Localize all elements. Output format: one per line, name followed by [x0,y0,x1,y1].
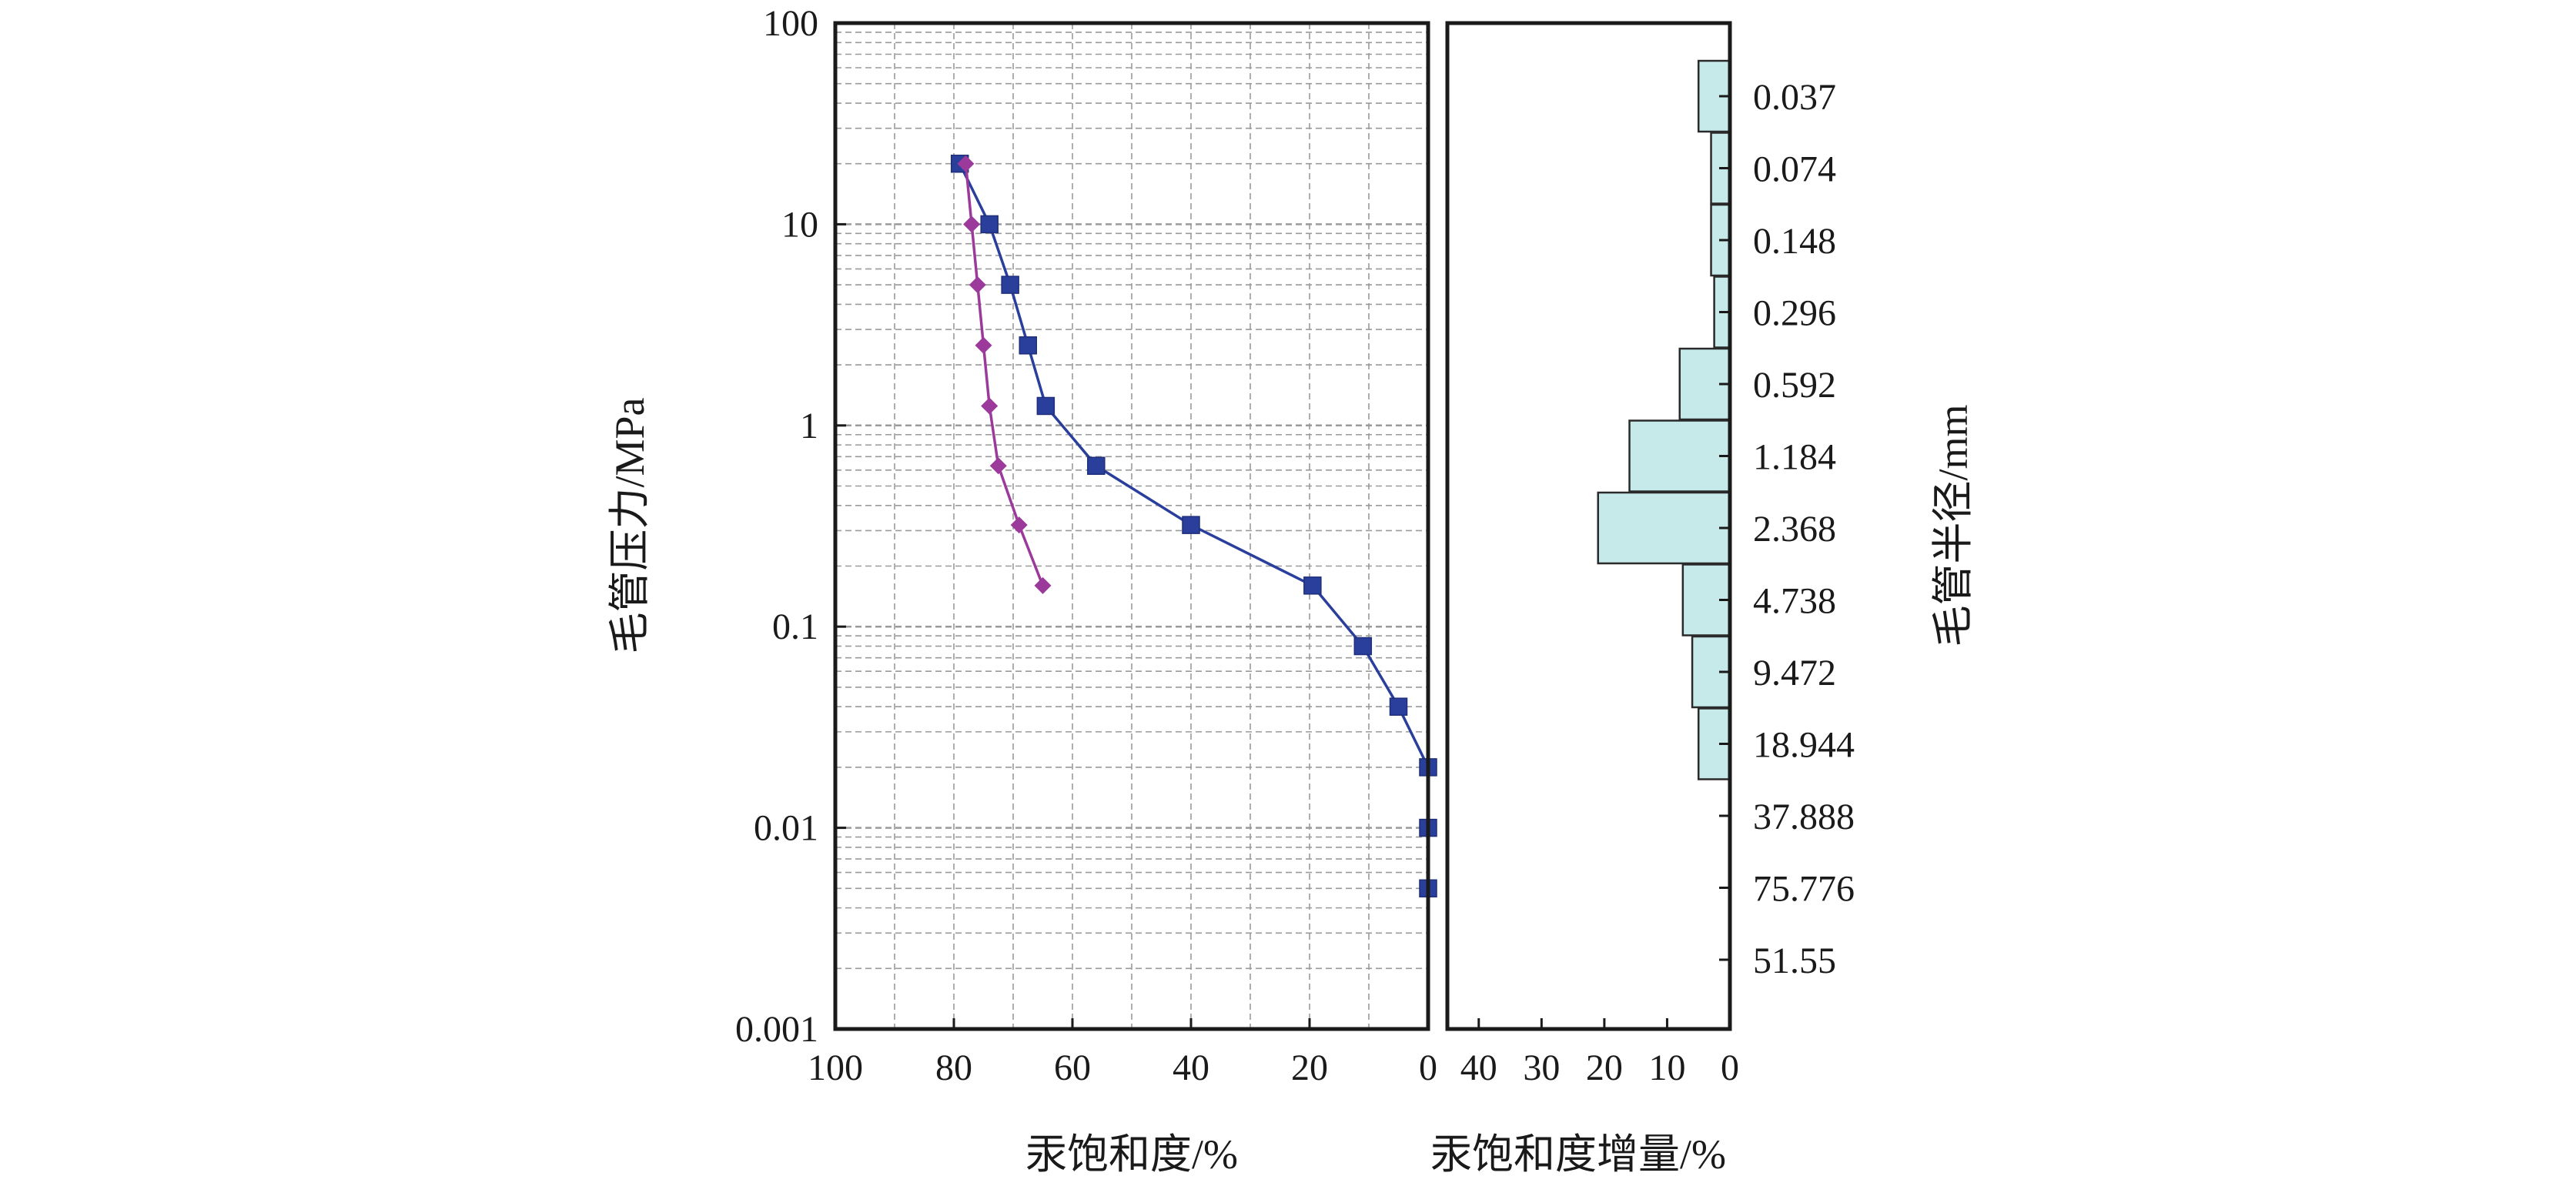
radius-tick-label: 0.037 [1753,77,1836,118]
x-tick-label: 60 [1054,1047,1091,1088]
radius-tick-label: 37.888 [1753,797,1855,837]
x-tick-label: 10 [1648,1047,1685,1088]
data-point-square [1087,456,1106,476]
radius-tick-label: 2.368 [1753,509,1836,550]
data-point-diamond [1034,576,1052,594]
increment-bar [1628,419,1731,493]
right-y-axis-title: 毛管半径/mm [1930,404,1976,646]
data-point-square [1389,697,1408,716]
left-x-tick-labels: 100 80 60 40 20 0 [808,1018,1437,1088]
series-line-2 [964,163,1045,586]
x-tick-label: 0 [1721,1047,1739,1088]
saturation-increment-panel: 0.037 0.074 0.148 0.296 0.592 1.184 2.368 4.738… [1430,21,1976,1178]
left-grid [835,23,1428,1029]
data-point-diamond [975,336,992,354]
x-tick-label: 30 [1523,1047,1560,1088]
y-tick-label: 100 [763,3,818,44]
data-point-diamond [969,276,986,294]
x-tick-label: 20 [1291,1047,1328,1088]
y-tick-label: 1 [800,406,818,446]
y-tick-label: 0.01 [754,808,818,849]
x-tick-label: 40 [1460,1047,1497,1088]
data-point-square [1036,396,1055,416]
radius-tick-label: 75.776 [1753,869,1855,910]
data-point-diamond [989,457,1007,475]
y-tick-label: 0.001 [735,1009,818,1050]
y-tick-label: 0.1 [772,606,818,647]
y-tick-label: 10 [781,204,818,245]
x-tick-label: 0 [1419,1047,1437,1088]
radius-tick-label: 0.592 [1753,365,1836,406]
x-tick-label: 100 [808,1047,863,1088]
data-point-diamond [981,397,999,415]
right-x-tick-labels: 40 30 20 10 0 [1460,1018,1739,1088]
left-y-axis-title: 毛管压力/MPa [607,397,653,653]
left-series [950,154,1437,898]
radius-tick-label: 1.184 [1753,437,1836,478]
right-x-axis-title: 汞饱和度增量/% [1430,1131,1726,1178]
x-tick-label: 40 [1173,1047,1209,1088]
radius-tick-label: 4.738 [1753,581,1836,622]
data-point-square [1001,276,1019,294]
data-point-diamond [963,215,981,233]
data-point-diamond [1010,516,1028,534]
radius-tick-label: 0.074 [1753,149,1836,190]
increment-bars [1597,59,1731,780]
right-plot-frame [1445,21,1732,1031]
radius-tick-label: 18.944 [1753,725,1855,766]
left-x-axis-title: 汞饱和度/% [1025,1131,1238,1178]
left-y-tick-labels: 0.001 0.01 0.1 1 10 100 [735,3,846,1050]
data-point-square [1182,516,1200,534]
data-point-square [980,215,999,234]
saturation-curve-panel: 0.001 0.01 0.1 1 10 100 100 80 60 40 20 0 汞饱和度/% 毛… [607,3,1437,1178]
x-tick-label: 20 [1586,1047,1623,1088]
data-point-square [1353,636,1373,656]
left-plot-frame [833,21,1430,1031]
increment-bar [1597,491,1731,565]
data-point-square [1019,336,1037,355]
radius-tick-label: 0.296 [1753,293,1836,334]
radius-tick-label: 51.55 [1753,940,1836,981]
x-tick-label: 80 [935,1047,972,1088]
data-point-square [1303,576,1322,595]
right-radius-tick-labels: 0.037 0.074 0.148 0.296 0.592 1.184 2.368 4.738… [1719,77,1855,981]
radius-tick-label: 0.148 [1753,221,1836,262]
radius-tick-label: 9.472 [1753,653,1836,693]
data-point-diamond [957,155,975,172]
